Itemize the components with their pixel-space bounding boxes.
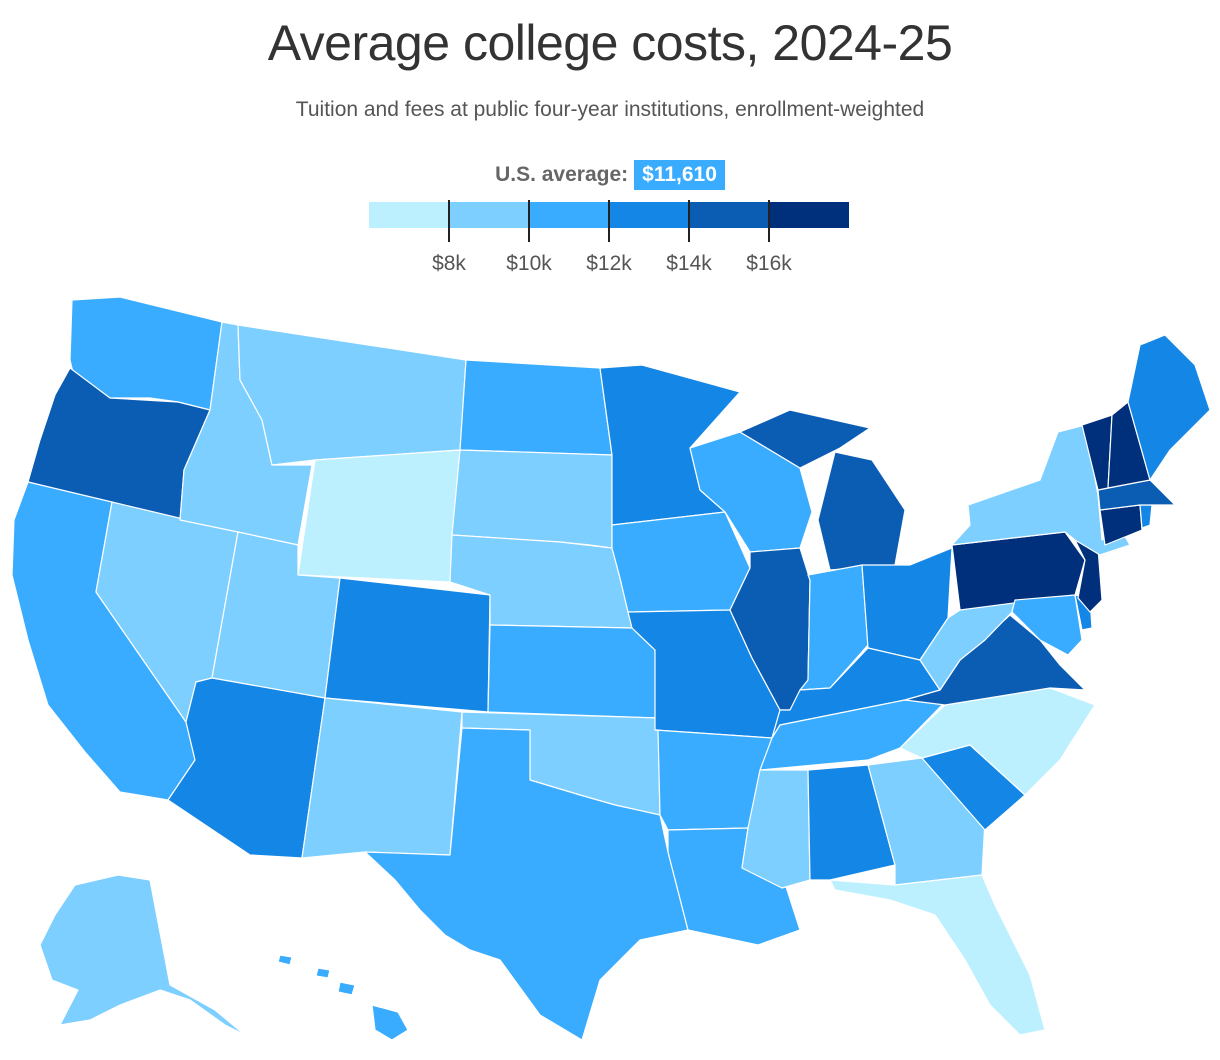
legend-bin xyxy=(529,202,609,228)
state-colorado[interactable] xyxy=(324,577,491,713)
state-maine[interactable] xyxy=(1127,334,1211,481)
state-rhode-island[interactable] xyxy=(1139,504,1153,529)
state-new-mexico[interactable] xyxy=(301,697,463,859)
state-connecticut[interactable] xyxy=(1099,504,1143,546)
legend-tick-label: $12k xyxy=(586,252,632,275)
color-legend xyxy=(369,202,849,228)
state-north-dakota[interactable] xyxy=(459,359,613,456)
legend-tick-label: $8k xyxy=(432,252,466,275)
legend-bin xyxy=(689,202,769,228)
legend-bin xyxy=(449,202,529,228)
state-florida[interactable] xyxy=(829,874,1046,1036)
legend-tick-label: $16k xyxy=(746,252,792,275)
state-arizona[interactable] xyxy=(167,677,326,859)
chart-title: Average college costs, 2024-25 xyxy=(267,15,953,71)
state-iowa[interactable] xyxy=(611,511,751,613)
chart-subtitle: Tuition and fees at public four-year ins… xyxy=(295,98,925,121)
legend-bin xyxy=(769,202,849,228)
legend-tick xyxy=(768,200,770,242)
legend-bin xyxy=(369,202,449,228)
us-choropleth-map xyxy=(11,296,1211,1041)
legend-bin xyxy=(609,202,689,228)
legend-tick xyxy=(688,200,690,242)
state-kansas[interactable] xyxy=(487,624,659,719)
legend-tick xyxy=(608,200,610,242)
legend-tick-label: $10k xyxy=(506,252,552,275)
us-average-label: U.S. average: xyxy=(495,163,629,186)
state-texas[interactable] xyxy=(364,727,689,1041)
us-average-value: $11,610 xyxy=(634,160,725,190)
state-hawaii[interactable] xyxy=(277,954,409,1041)
state-wyoming[interactable] xyxy=(297,449,461,583)
state-south-dakota[interactable] xyxy=(451,449,613,549)
state-alabama[interactable] xyxy=(807,764,896,881)
state-montana[interactable] xyxy=(237,324,467,466)
state-alaska[interactable] xyxy=(39,874,246,1036)
legend-tick xyxy=(448,200,450,242)
us-average: U.S. average: $11,610 xyxy=(0,160,1220,190)
state-tennessee[interactable] xyxy=(759,699,946,771)
legend-tick xyxy=(528,200,530,242)
legend-tick-label: $14k xyxy=(666,252,712,275)
